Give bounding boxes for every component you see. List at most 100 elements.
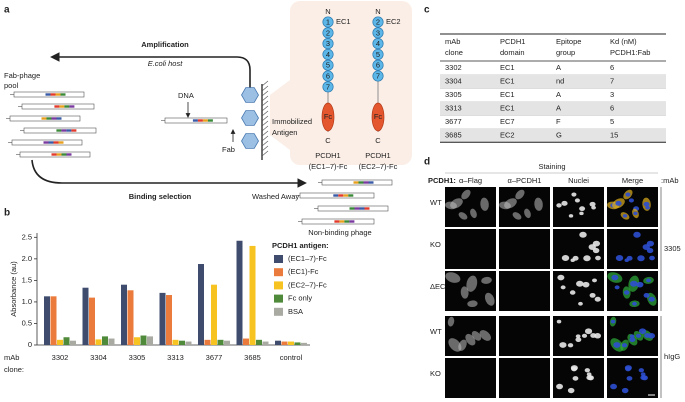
ec-domain <box>372 59 384 71</box>
antigen-label: Antigen <box>272 128 297 137</box>
phage-gene <box>349 207 355 210</box>
nucleus <box>561 200 568 206</box>
washed-label: Washed Away <box>252 192 299 201</box>
phage-gene <box>56 117 62 120</box>
nucleus <box>556 203 562 208</box>
ec-number: 4 <box>326 50 330 59</box>
nucleus <box>614 285 620 290</box>
nucleus <box>572 255 579 261</box>
column-label: α–Flag <box>459 176 482 185</box>
x-tick-label: 3302 <box>52 353 69 362</box>
table-header: domain <box>500 48 525 57</box>
n-terminus: N <box>375 7 380 16</box>
nucleus <box>632 301 637 306</box>
nucleus <box>556 383 563 390</box>
construct-label: (EC1–7)-Fc <box>309 162 348 171</box>
nucleus <box>586 375 593 381</box>
nucleus <box>560 285 566 290</box>
y-tick-label: 2.0 <box>22 254 32 263</box>
table-cell: 3 <box>610 90 614 99</box>
nucleus <box>569 290 576 295</box>
nucleus <box>582 281 590 288</box>
bar <box>172 339 179 345</box>
hatch-line <box>261 125 269 132</box>
ec-domain <box>322 27 334 39</box>
phage-gene <box>354 207 360 210</box>
phage-gene <box>46 117 52 120</box>
phage-gene <box>56 153 62 156</box>
panel-label: b <box>4 208 10 219</box>
phage-gene <box>197 119 203 122</box>
cell-stain <box>470 208 477 219</box>
legend-swatch <box>274 294 283 303</box>
nucleus <box>635 333 642 338</box>
table-cell: G <box>556 130 562 139</box>
nucleus <box>579 211 584 216</box>
ec-domain <box>372 70 384 82</box>
table-cell: EC2 <box>500 130 515 139</box>
nucleus <box>570 365 578 371</box>
bar <box>275 340 281 345</box>
ec-number: 7 <box>326 82 330 91</box>
legend-title: PCDH1 antigen: <box>272 241 329 250</box>
table-cell: 5 <box>610 117 614 126</box>
bar <box>70 340 76 345</box>
phage-gene <box>207 119 213 122</box>
bar <box>63 337 70 345</box>
x-tick-label: 3305 <box>129 353 146 362</box>
nucleus <box>638 368 644 373</box>
nucleus <box>613 342 621 348</box>
micrographs: α–Flag α–PCDH1 Nuclei Merge WT KO ΔEC1 3305 WT KO… <box>430 176 681 398</box>
cell-stain <box>515 189 525 200</box>
bar <box>127 290 134 345</box>
cell-stain <box>524 208 531 219</box>
table-cell: A <box>556 103 561 112</box>
phage-gene <box>334 220 340 223</box>
nucleus <box>640 375 647 381</box>
legend-label: Fc only <box>288 294 312 303</box>
bar <box>236 240 243 345</box>
bar <box>134 337 140 345</box>
phage-gene <box>358 181 364 184</box>
table-cell: EC7 <box>500 117 515 126</box>
ec-domain <box>322 38 334 50</box>
cell-stain <box>512 212 522 220</box>
table-row-shade <box>440 128 666 143</box>
ec-domain <box>322 48 334 60</box>
ec-number: 3 <box>326 39 330 48</box>
pool-label: Fab-phage <box>4 71 40 80</box>
nucleus <box>638 328 647 335</box>
hatch-line <box>261 150 269 157</box>
nucleus <box>588 244 596 250</box>
nucleus <box>622 214 628 218</box>
bar <box>217 339 224 345</box>
bar <box>147 336 153 345</box>
fc-domain <box>321 102 335 132</box>
hatch-line <box>261 140 269 147</box>
antigen-hexagons <box>241 87 259 149</box>
nucleus <box>592 278 597 283</box>
cell-stain <box>481 276 492 284</box>
nucleus <box>561 255 570 261</box>
x-axis-label: mAb <box>4 353 19 362</box>
hatch-line <box>261 110 269 117</box>
nucleus <box>623 290 630 295</box>
fc-label: Fc <box>324 112 333 121</box>
phage-gene <box>56 129 62 132</box>
c-terminus: C <box>375 136 381 145</box>
nucleus <box>636 281 644 288</box>
column-label: α–PCDH1 <box>508 176 542 185</box>
ec-domain <box>372 16 384 28</box>
panel-label: d <box>424 157 430 168</box>
nucleus <box>648 296 655 302</box>
table-cell: F <box>556 117 561 126</box>
table-header: group <box>556 48 575 57</box>
panel-label: c <box>424 5 430 16</box>
nucleus <box>625 192 631 197</box>
ec-domain <box>372 27 384 39</box>
row-label: ΔEC1 <box>430 282 450 291</box>
bar <box>262 341 269 345</box>
nucleus <box>575 334 581 339</box>
phage-gene <box>368 181 374 184</box>
micrograph <box>499 358 550 398</box>
